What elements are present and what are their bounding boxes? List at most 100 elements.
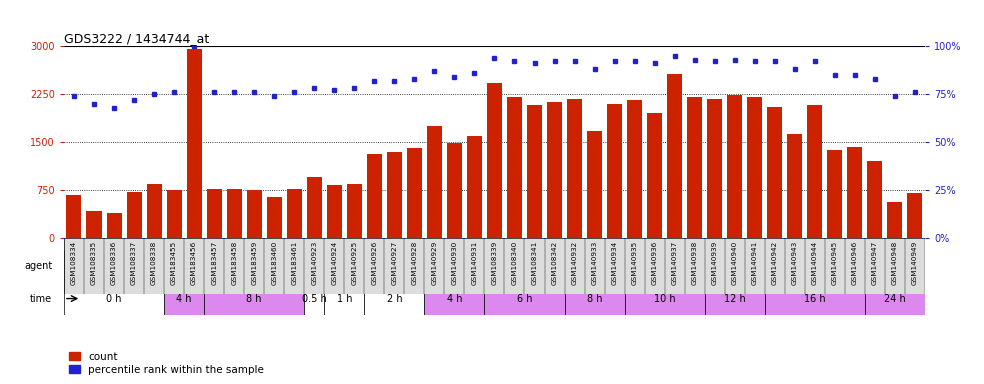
Text: GSM140934: GSM140934	[612, 241, 618, 285]
Text: GSM183460: GSM183460	[272, 241, 277, 285]
Bar	[106, 213, 122, 238]
Bar	[427, 126, 442, 238]
Text: 2 h: 2 h	[387, 293, 402, 304]
Text: 12 h: 12 h	[724, 293, 746, 304]
Text: GSM140949: GSM140949	[912, 241, 918, 285]
Text: GSM108334: GSM108334	[71, 241, 77, 285]
Bar	[204, 282, 304, 315]
Text: GSM140926: GSM140926	[371, 241, 377, 285]
Text: GSM140932: GSM140932	[572, 241, 578, 285]
Text: GSM140924: GSM140924	[332, 241, 338, 285]
Bar	[707, 99, 722, 238]
Text: control: control	[164, 261, 204, 271]
Bar	[865, 282, 925, 315]
Bar	[325, 282, 364, 315]
Text: GSM140941: GSM140941	[752, 241, 758, 285]
Text: GSM183455: GSM183455	[171, 241, 177, 285]
Bar	[424, 282, 484, 315]
Text: GSM140937: GSM140937	[672, 241, 678, 285]
Bar	[286, 189, 302, 238]
Bar	[164, 282, 204, 315]
Text: GSM108335: GSM108335	[91, 241, 97, 285]
Bar	[64, 282, 164, 315]
Bar	[607, 104, 622, 238]
Bar	[87, 210, 101, 238]
Text: 16 h: 16 h	[804, 293, 826, 304]
Text: 0 h: 0 h	[106, 293, 122, 304]
Bar	[547, 102, 562, 238]
Bar	[64, 250, 304, 282]
Text: GSM140940: GSM140940	[732, 241, 738, 285]
Bar	[888, 202, 902, 238]
Text: GSM140929: GSM140929	[431, 241, 438, 285]
Bar	[768, 107, 782, 238]
Text: GSM140925: GSM140925	[351, 241, 357, 285]
Bar	[507, 97, 522, 238]
Text: GSM108342: GSM108342	[551, 241, 558, 285]
Text: GSM140927: GSM140927	[392, 241, 398, 285]
Text: 4 h: 4 h	[447, 293, 462, 304]
Bar	[484, 282, 565, 315]
Bar	[364, 282, 424, 315]
Bar	[367, 154, 382, 238]
Bar	[327, 185, 341, 238]
Bar	[127, 192, 142, 238]
Bar	[647, 113, 662, 238]
Bar	[304, 282, 325, 315]
Bar	[187, 49, 202, 238]
Bar	[487, 83, 502, 238]
Bar	[447, 143, 461, 238]
Bar	[247, 190, 262, 238]
Bar	[166, 190, 182, 238]
Text: GSM140945: GSM140945	[831, 241, 837, 285]
Text: GSM183457: GSM183457	[212, 241, 217, 285]
Text: 10 h: 10 h	[653, 293, 675, 304]
Bar	[867, 161, 883, 238]
Text: 6 h: 6 h	[517, 293, 532, 304]
Bar	[67, 195, 82, 238]
Text: GSM140928: GSM140928	[411, 241, 417, 285]
Bar	[567, 99, 583, 238]
Bar	[747, 97, 763, 238]
Text: 8 h: 8 h	[246, 293, 262, 304]
Text: GSM140930: GSM140930	[452, 241, 458, 285]
Text: GDS3222 / 1434744_at: GDS3222 / 1434744_at	[64, 32, 210, 45]
Text: agent: agent	[24, 261, 52, 271]
Text: GSM140942: GSM140942	[771, 241, 777, 285]
Text: GSM140946: GSM140946	[852, 241, 858, 285]
Bar	[467, 136, 482, 238]
Text: GSM108336: GSM108336	[111, 241, 117, 285]
Text: GSM108337: GSM108337	[131, 241, 137, 285]
Text: GSM108338: GSM108338	[152, 241, 157, 285]
Bar	[625, 282, 705, 315]
Bar	[787, 134, 802, 238]
Text: GSM140935: GSM140935	[632, 241, 638, 285]
Text: interleukin-2: interleukin-2	[579, 261, 650, 271]
Bar	[627, 101, 643, 238]
Bar	[847, 147, 862, 238]
Bar	[226, 189, 242, 238]
Bar	[147, 184, 161, 238]
Bar	[667, 74, 682, 238]
Bar	[304, 250, 925, 282]
Bar	[207, 189, 221, 238]
Text: GSM140936: GSM140936	[651, 241, 657, 285]
Bar	[765, 282, 865, 315]
Text: GSM140931: GSM140931	[471, 241, 477, 285]
Text: 0.5 h: 0.5 h	[302, 293, 327, 304]
Text: GSM140943: GSM140943	[792, 241, 798, 285]
Text: GSM140948: GSM140948	[892, 241, 898, 285]
Bar	[705, 282, 765, 315]
Text: GSM140947: GSM140947	[872, 241, 878, 285]
Text: GSM183459: GSM183459	[251, 241, 257, 285]
Text: GSM108341: GSM108341	[531, 241, 537, 285]
Bar	[687, 97, 703, 238]
Bar	[527, 105, 542, 238]
Text: GSM140938: GSM140938	[692, 241, 698, 285]
Bar	[64, 238, 925, 294]
Bar	[307, 177, 322, 238]
Bar	[406, 149, 422, 238]
Text: 1 h: 1 h	[337, 293, 352, 304]
Text: time: time	[31, 294, 52, 304]
Bar	[828, 150, 842, 238]
